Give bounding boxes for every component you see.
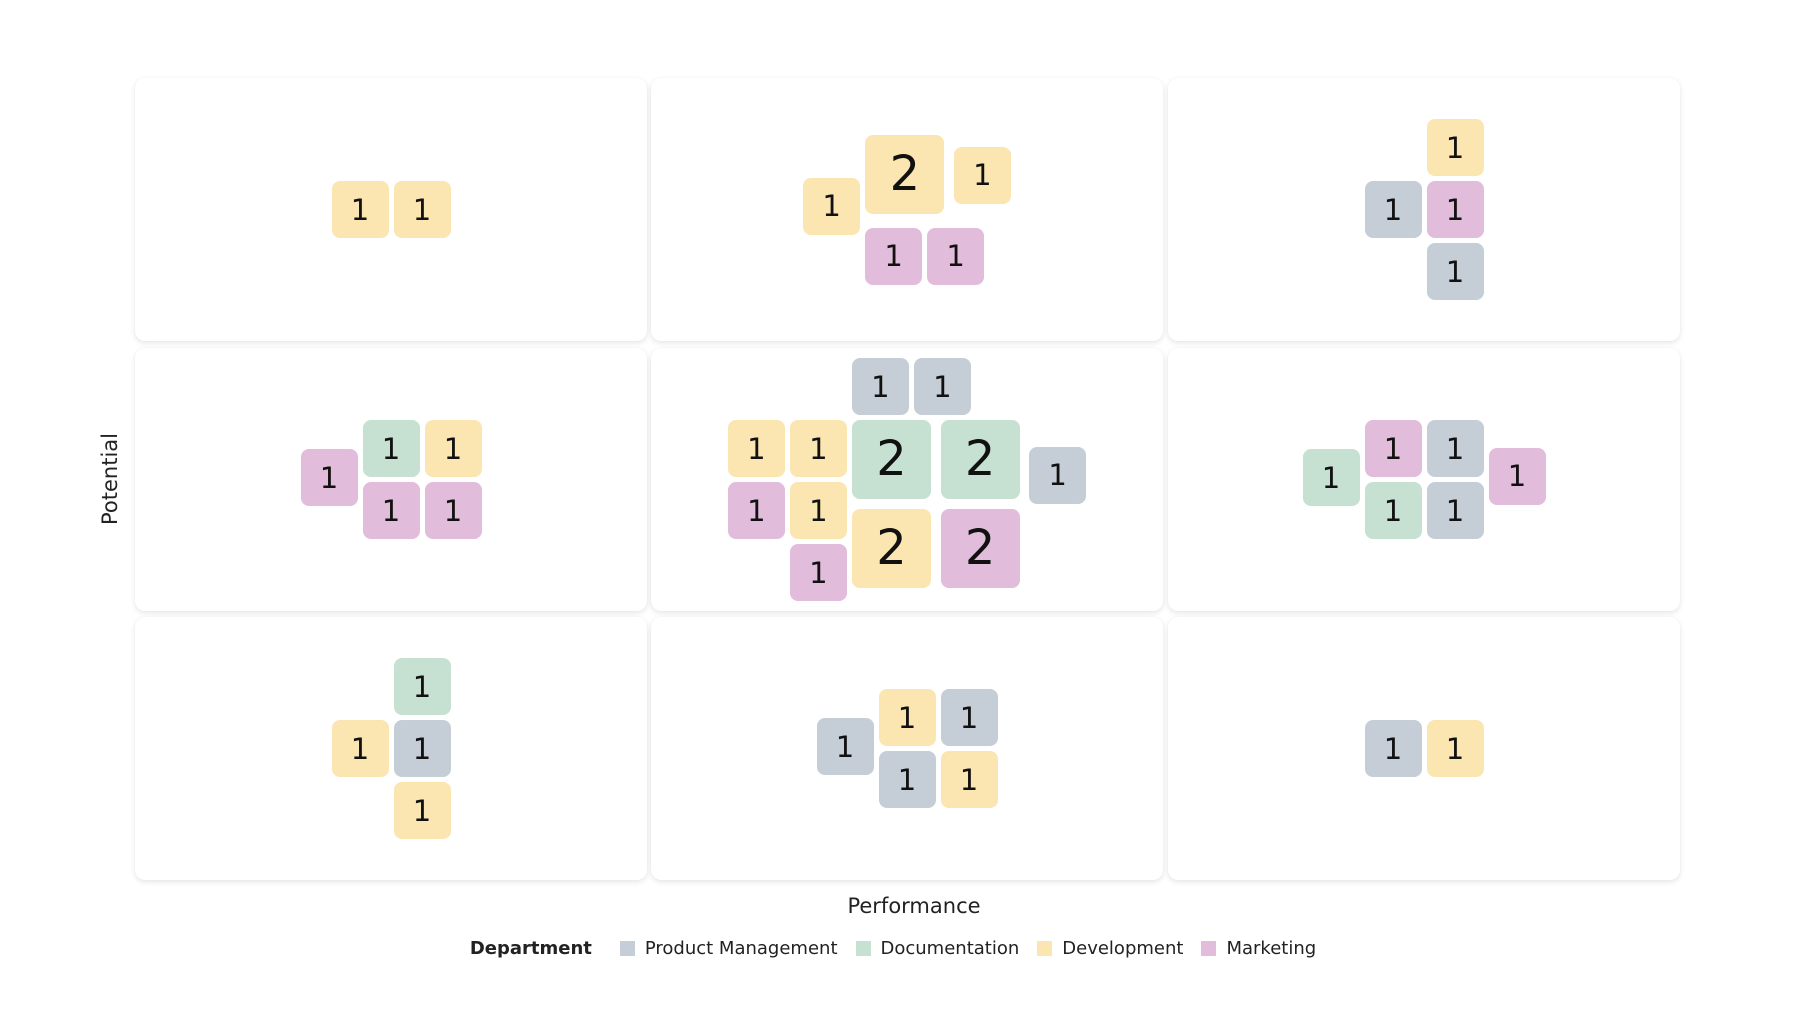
tile-pm: 1 bbox=[1426, 482, 1484, 539]
legend-item-marketing: Marketing bbox=[1201, 938, 1316, 959]
tile-mkt: 1 bbox=[424, 482, 482, 539]
tile-pm: 1 bbox=[1364, 720, 1422, 777]
tile-dev: 1 bbox=[878, 689, 936, 746]
tile-dev: 1 bbox=[953, 146, 1011, 204]
tile-doc: 2 bbox=[851, 420, 932, 500]
tile-doc: 2 bbox=[940, 420, 1020, 500]
tile-doc: 1 bbox=[1302, 449, 1360, 507]
tile-dev: 1 bbox=[803, 177, 861, 235]
tile-mkt: 1 bbox=[727, 482, 785, 539]
legend-item-development: Development bbox=[1037, 938, 1183, 959]
tile-dev: 1 bbox=[940, 751, 998, 808]
legend-label: Product Management bbox=[644, 938, 838, 959]
tile-pm: 1 bbox=[940, 689, 998, 746]
tile-mkt: 1 bbox=[1364, 420, 1422, 477]
tile-pm: 1 bbox=[878, 751, 936, 808]
tile-pm: 1 bbox=[1364, 181, 1422, 238]
tile-dev: 1 bbox=[393, 782, 451, 839]
tile-dev: 1 bbox=[789, 420, 847, 477]
tile-mkt: 1 bbox=[362, 482, 420, 539]
tile-mkt: 1 bbox=[865, 227, 923, 285]
tile-doc: 1 bbox=[393, 658, 451, 715]
tile-dev: 2 bbox=[851, 508, 932, 588]
x-axis-label: Performance bbox=[847, 894, 981, 918]
tile-mkt: 2 bbox=[940, 508, 1020, 588]
tile-mkt: 1 bbox=[789, 544, 847, 601]
tile-dev: 1 bbox=[331, 181, 389, 238]
tile-doc: 1 bbox=[1364, 482, 1422, 539]
tile-dev: 1 bbox=[393, 181, 451, 238]
legend-swatch bbox=[1201, 941, 1217, 956]
tile-pm: 1 bbox=[1029, 446, 1087, 504]
tile-pm: 1 bbox=[393, 720, 451, 777]
tile-dev: 1 bbox=[1426, 119, 1484, 176]
tile-pm: 1 bbox=[1426, 243, 1484, 300]
legend-swatch bbox=[1037, 941, 1053, 956]
legend-swatch bbox=[619, 941, 635, 956]
tile-mkt: 1 bbox=[1426, 181, 1484, 238]
tile-mkt: 1 bbox=[1488, 447, 1546, 505]
tile-dev: 1 bbox=[331, 720, 389, 777]
legend-title: Department bbox=[469, 938, 592, 959]
legend-item-documentation: Documentation bbox=[855, 938, 1020, 959]
tile-dev: 1 bbox=[1426, 720, 1484, 777]
tile-pm: 1 bbox=[816, 718, 874, 776]
tile-pm: 1 bbox=[1426, 420, 1484, 477]
tile-mkt: 1 bbox=[927, 227, 985, 285]
tile-pm: 1 bbox=[851, 358, 909, 415]
tile-mkt: 1 bbox=[300, 449, 358, 507]
tile-pm: 1 bbox=[913, 358, 971, 415]
legend-item-product-management: Product Management bbox=[619, 938, 838, 959]
y-axis-label: Potential bbox=[98, 433, 122, 525]
legend: Department Product Management Documentat… bbox=[0, 938, 1804, 959]
legend-swatch bbox=[855, 941, 871, 956]
tile-dev: 1 bbox=[789, 482, 847, 539]
legend-label: Documentation bbox=[880, 938, 1020, 959]
legend-label: Marketing bbox=[1226, 938, 1317, 959]
legend-label: Development bbox=[1062, 938, 1184, 959]
tile-dev: 1 bbox=[424, 420, 482, 477]
tile-doc: 1 bbox=[362, 420, 420, 477]
tile-dev: 1 bbox=[727, 420, 785, 477]
tile-dev: 2 bbox=[865, 134, 945, 214]
